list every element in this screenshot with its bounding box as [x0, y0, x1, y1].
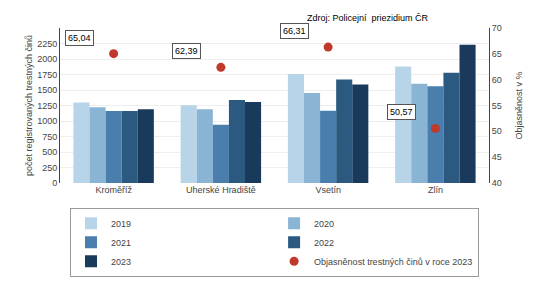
svg-text:2020: 2020 [314, 219, 334, 229]
svg-text:1500: 1500 [37, 85, 57, 95]
svg-text:Zdroj: Policejní priezidium Č: Zdroj: Policejní priezidium ČR [307, 13, 429, 23]
svg-text:Objasněnost v %: Objasněnost v % [514, 71, 524, 139]
svg-text:40: 40 [492, 178, 502, 188]
svg-text:Kroměříž: Kroměříž [95, 185, 132, 195]
svg-text:2023: 2023 [111, 257, 131, 267]
svg-text:2019: 2019 [111, 219, 131, 229]
svg-text:250: 250 [42, 163, 57, 173]
svg-text:Vsetín: Vsetín [315, 185, 341, 195]
svg-text:1000: 1000 [37, 116, 57, 126]
svg-text:500: 500 [42, 147, 57, 157]
svg-text:70: 70 [492, 23, 502, 33]
svg-text:počet registrovaných trestných: počet registrovaných trestných činů [24, 35, 34, 176]
svg-text:0: 0 [52, 178, 57, 188]
svg-text:50,57: 50,57 [390, 107, 413, 117]
svg-text:2021: 2021 [111, 238, 131, 248]
svg-text:65,04: 65,04 [68, 33, 91, 43]
svg-text:750: 750 [42, 132, 57, 142]
svg-text:1750: 1750 [37, 70, 57, 80]
svg-text:45: 45 [492, 152, 502, 162]
svg-text:2000: 2000 [37, 54, 57, 64]
svg-text:65: 65 [492, 49, 502, 59]
svg-text:2022: 2022 [314, 238, 334, 248]
svg-text:55: 55 [492, 101, 502, 111]
svg-text:Zlín: Zlín [428, 185, 443, 195]
svg-text:66,31: 66,31 [283, 26, 306, 36]
svg-text:2250: 2250 [37, 39, 57, 49]
svg-text:50: 50 [492, 126, 502, 136]
svg-text:1250: 1250 [37, 101, 57, 111]
svg-text:Uherské Hradiště: Uherské Hradiště [186, 185, 256, 195]
svg-text:Objasněnost trestných činů v r: Objasněnost trestných činů v roce 2023 [314, 257, 472, 267]
svg-text:62,39: 62,39 [175, 46, 198, 56]
svg-text:60: 60 [492, 75, 502, 85]
